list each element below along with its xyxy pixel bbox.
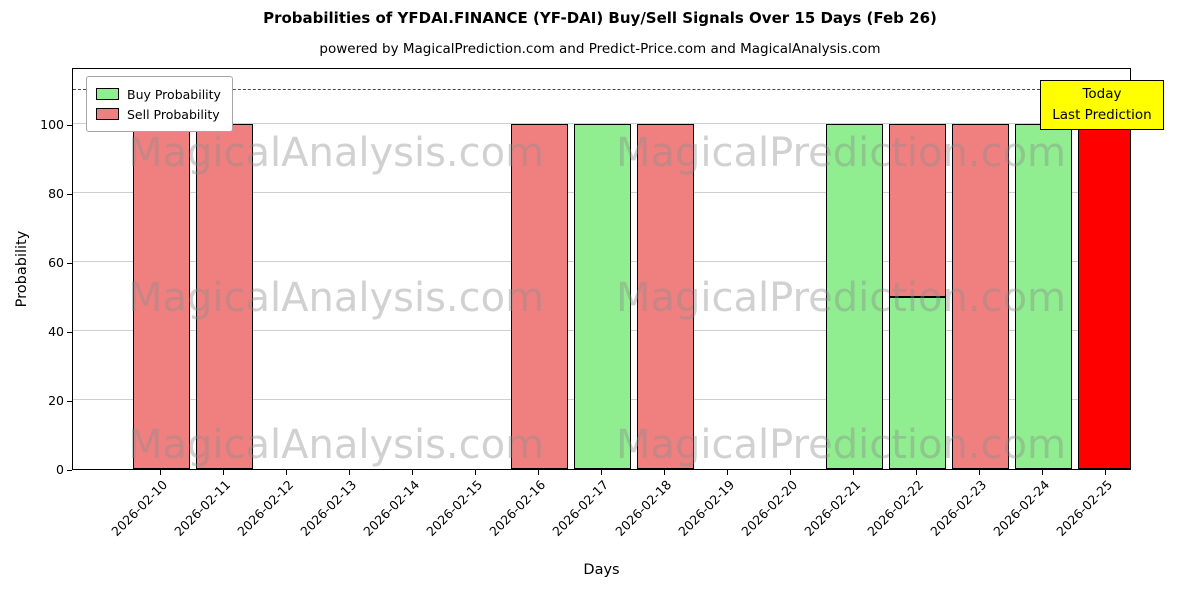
y-tick-label: 100 — [40, 117, 64, 133]
x-tick-label-text: 2026-02-18 — [612, 477, 675, 539]
bar-buy-2026-02-22 — [888, 296, 946, 469]
x-tick-label-text: 2026-02-24 — [990, 477, 1053, 539]
bar-sell-2026-02-18 — [636, 124, 694, 469]
x-tick-label-text: 2026-02-17 — [549, 477, 612, 539]
x-tick-mark — [286, 470, 287, 475]
chart-title: Probabilities of YFDAI.FINANCE (YF-DAI) … — [263, 9, 937, 27]
legend-item-sell: Sell Probability — [96, 104, 221, 124]
x-tick-label-text: 2026-02-19 — [675, 477, 738, 539]
bar-sell-2026-02-16 — [510, 124, 568, 469]
x-tick-label-text: 2026-02-21 — [801, 477, 864, 539]
y-tick-label: 0 — [56, 462, 64, 477]
x-tick-label-text: 2026-02-14 — [360, 477, 423, 539]
x-tick-mark — [727, 470, 728, 475]
x-tick-label-text: 2026-02-12 — [234, 477, 297, 539]
x-tick-mark — [853, 470, 854, 475]
legend-label: Buy Probability — [127, 86, 221, 102]
bar-buy-2026-02-17 — [573, 124, 631, 469]
x-tick-mark — [223, 470, 224, 475]
x-tick-mark — [790, 470, 791, 475]
y-tick-label: 80 — [48, 186, 64, 202]
y-tick-label: 60 — [48, 255, 64, 271]
x-tick-mark — [664, 470, 665, 475]
chart-subtitle: powered by MagicalPrediction.com and Pre… — [319, 41, 881, 57]
x-tick-mark — [160, 470, 161, 475]
x-tick-mark — [979, 470, 980, 475]
y-tick-mark — [67, 332, 72, 334]
dashed-threshold-line — [73, 88, 1130, 90]
x-tick-mark — [538, 470, 539, 475]
x-tick-mark — [412, 470, 413, 475]
today-annotation-line2: Last Prediction — [1052, 106, 1152, 123]
gridline — [73, 123, 1130, 125]
x-tick-label-text: 2026-02-25 — [1053, 477, 1116, 539]
x-tick-label-text: 2026-02-15 — [423, 477, 486, 539]
y-tick-mark — [67, 194, 72, 196]
bar-sell-2026-02-10 — [132, 124, 190, 469]
y-tick-label: 20 — [48, 393, 64, 409]
watermark: MagicalAnalysis.com — [127, 422, 545, 468]
bar-today-2026-02-25 — [1077, 124, 1130, 469]
x-tick-mark — [1105, 470, 1106, 475]
x-tick-label-text: 2026-02-13 — [297, 477, 360, 539]
legend-label: Sell Probability — [127, 106, 220, 122]
watermark: MagicalAnalysis.com — [127, 130, 545, 176]
y-tick-mark — [67, 263, 72, 265]
x-tick-label-text: 2026-02-11 — [171, 477, 234, 539]
watermark: MagicalAnalysis.com — [127, 275, 545, 321]
x-tick-mark — [349, 470, 350, 475]
legend-swatch — [96, 108, 119, 120]
legend: Buy Probability Sell Probability — [86, 76, 233, 132]
y-tick-mark — [67, 401, 72, 403]
y-tick-mark — [67, 125, 72, 127]
y-tick-label: 40 — [48, 324, 64, 340]
x-tick-mark — [1042, 470, 1043, 475]
x-tick-label-text: 2026-02-16 — [486, 477, 549, 539]
x-tick-mark — [601, 470, 602, 475]
bar-buy-2026-02-24 — [1014, 124, 1072, 469]
bar-sell-2026-02-11 — [195, 124, 253, 469]
legend-swatch — [96, 88, 119, 100]
today-annotation-line1: Today — [1082, 86, 1122, 102]
x-tick-label-text: 2026-02-22 — [864, 477, 927, 539]
today-annotation: Today Last Prediction — [1040, 80, 1164, 130]
legend-item-buy: Buy Probability — [96, 84, 221, 104]
x-tick-label-text: 2026-02-10 — [108, 477, 171, 539]
x-tick-mark — [916, 470, 917, 475]
bar-buy-2026-02-21 — [825, 124, 883, 469]
x-tick-label-text: 2026-02-20 — [738, 477, 801, 539]
x-axis-label: Days — [583, 562, 620, 578]
x-tick-mark — [475, 470, 476, 475]
x-tick-label-text: 2026-02-23 — [927, 477, 990, 539]
y-tick-mark — [67, 470, 72, 471]
bar-sell-2026-02-22 — [888, 124, 946, 297]
bar-sell-2026-02-23 — [951, 124, 1009, 469]
